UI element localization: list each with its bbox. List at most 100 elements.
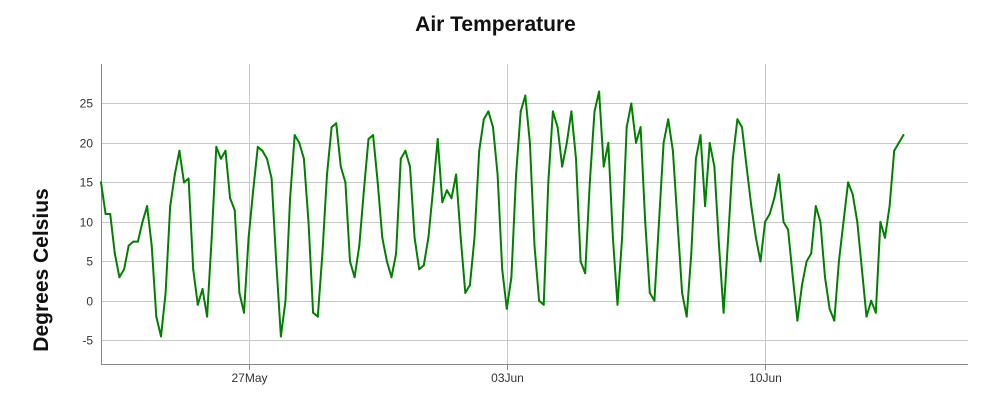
data-point (819, 220, 822, 223)
data-point (312, 311, 315, 314)
data-point (219, 157, 222, 160)
data-point (247, 236, 250, 239)
data-point (284, 299, 287, 302)
data-point (741, 126, 743, 129)
data-point (667, 118, 670, 121)
data-point (482, 118, 485, 121)
data-point (478, 149, 481, 152)
data-point (584, 272, 587, 275)
data-point (833, 319, 836, 322)
data-point (551, 110, 554, 113)
data-point (487, 110, 490, 113)
data-point (750, 205, 753, 208)
data-point (390, 276, 393, 279)
y-tick-label: 25 (80, 97, 94, 111)
data-point (307, 220, 310, 223)
data-point (782, 220, 785, 223)
data-point (243, 311, 245, 314)
data-point (422, 264, 425, 267)
data-point (210, 236, 213, 239)
data-point (658, 220, 660, 223)
data-point (879, 220, 882, 223)
data-point (132, 240, 135, 243)
data-point (473, 236, 476, 239)
data-point (468, 284, 471, 287)
data-point (731, 157, 734, 160)
axes: -5 0 5 10 15 20 25 27May 03Jun 10Jun (80, 64, 968, 385)
data-point (183, 181, 185, 184)
data-point (316, 315, 319, 318)
data-point (575, 157, 577, 160)
data-point (713, 165, 716, 168)
data-point (824, 276, 826, 279)
data-point (289, 197, 292, 200)
data-point (293, 134, 296, 137)
data-point (745, 165, 748, 168)
data-point (150, 244, 153, 247)
data-point (146, 205, 149, 208)
data-point (902, 134, 905, 137)
data-point (164, 291, 167, 294)
data-point (279, 335, 282, 338)
data-point (685, 315, 688, 318)
data-point (611, 236, 614, 239)
series-layer (100, 90, 905, 338)
data-point (330, 126, 333, 129)
data-point (676, 220, 679, 223)
data-point (399, 157, 402, 160)
data-point (773, 197, 776, 200)
data-point (113, 252, 116, 255)
data-point (436, 138, 439, 140)
data-point (694, 157, 697, 160)
data-point (648, 291, 651, 294)
data-point (860, 268, 863, 271)
data-point (100, 181, 102, 184)
x-tick-label: 03Jun (491, 371, 524, 385)
data-point (501, 268, 504, 271)
data-point (777, 173, 780, 176)
data-point (169, 205, 172, 208)
data-point (837, 260, 840, 263)
data-point (266, 157, 268, 160)
data-point (344, 181, 347, 184)
data-point (492, 126, 494, 129)
data-point (888, 205, 891, 208)
data-point (127, 244, 130, 247)
data-point (528, 141, 531, 144)
x-tick-label: 27May (231, 371, 267, 385)
data-point (196, 303, 199, 306)
data-point (704, 205, 707, 208)
data-point (681, 291, 684, 294)
data-point (736, 118, 739, 121)
chart-title: Air Temperature (415, 13, 576, 36)
data-point (298, 141, 301, 144)
data-point (141, 220, 144, 223)
data-point (418, 268, 421, 271)
data-point (201, 288, 204, 290)
data-point (256, 145, 259, 148)
data-point (565, 141, 568, 144)
data-point (155, 315, 158, 318)
data-point (607, 141, 610, 144)
data-point (270, 177, 273, 180)
data-point (252, 189, 255, 192)
data-point (178, 149, 181, 152)
data-point (496, 173, 499, 176)
data-point (376, 181, 379, 184)
data-point (413, 236, 416, 239)
data-point (635, 141, 637, 144)
data-point (754, 236, 757, 239)
data-point (593, 110, 596, 113)
data-point (215, 145, 218, 148)
data-point (123, 268, 126, 271)
data-point (708, 141, 711, 144)
data-point (261, 149, 264, 152)
data-point (381, 236, 384, 239)
grid-lines (101, 64, 968, 364)
data-point (233, 209, 236, 212)
data-point (275, 260, 278, 263)
data-point (118, 276, 121, 279)
series-line (100, 90, 905, 338)
data-point (524, 94, 527, 97)
